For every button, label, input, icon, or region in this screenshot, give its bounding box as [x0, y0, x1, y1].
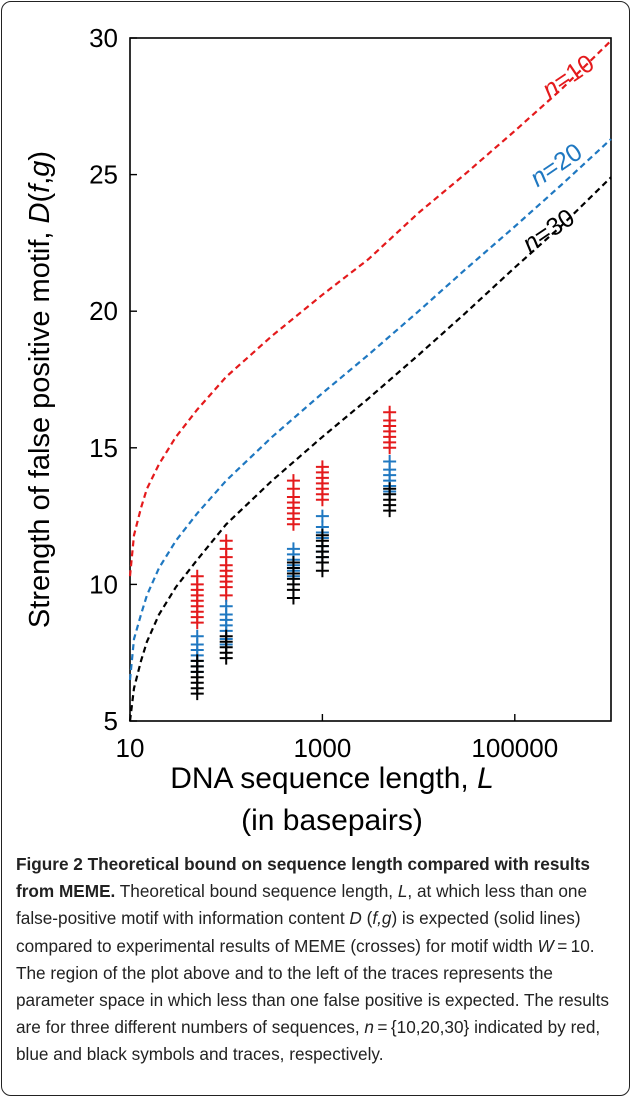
- figure-caption: Figure 2 Theoretical bound on sequence l…: [16, 851, 616, 1069]
- meme-result-cross: [219, 629, 233, 643]
- meme-result-cross: [315, 528, 329, 542]
- series-label-1: n=10: [537, 49, 599, 104]
- meme-result-cross: [315, 460, 329, 474]
- plot-area: [129, 37, 612, 722]
- series-label-3: n=30: [517, 203, 579, 258]
- meme-result-cross: [190, 629, 204, 643]
- meme-result-cross: [286, 556, 300, 570]
- y-tick-label: 30: [89, 23, 118, 53]
- meme-result-cross: [286, 474, 300, 488]
- meme-result-cross: [219, 599, 233, 613]
- x-tick-label: 10: [116, 733, 145, 763]
- y-axis-ticks: 5 10 15 20 25 30: [89, 23, 137, 736]
- x-axis-ticks: 10 1000 100000: [116, 714, 558, 763]
- threshold-curves: [128, 39, 612, 722]
- meme-result-cross: [315, 509, 329, 523]
- plot-border: [129, 37, 612, 722]
- x-axis-label: DNA sequence length, L: [170, 762, 494, 795]
- y-tick-label: 5: [104, 706, 118, 736]
- caption-title: Figure 2 Theoretical bound on sequence l…: [16, 854, 590, 902]
- y-tick-label: 25: [89, 160, 118, 190]
- meme-result-cross: [190, 654, 204, 668]
- y-tick-label: 20: [89, 296, 118, 326]
- meme-result-cross: [190, 569, 204, 583]
- threshold-curve-series-3: [128, 176, 612, 722]
- threshold-curve-series-1: [128, 39, 612, 577]
- series-labels: n=10 n=20 n=30: [517, 49, 599, 258]
- meme-result-cross: [383, 454, 397, 468]
- y-axis-label: Strength of false positive motif, D(f,g): [24, 151, 56, 628]
- meme-result-cross: [219, 534, 233, 548]
- x-axis-label-line2: (in basepairs): [241, 804, 423, 837]
- meme-result-markers: [190, 405, 397, 701]
- series-label-2: n=20: [525, 138, 587, 193]
- meme-result-cross: [383, 405, 397, 419]
- meme-result-cross: [383, 482, 397, 496]
- caption-body: Theoretical bound sequence length, L, at…: [16, 881, 609, 1065]
- y-tick-label: 10: [89, 569, 118, 599]
- y-tick-label: 15: [89, 433, 118, 463]
- x-tick-label: 1000: [293, 733, 351, 763]
- meme-result-cross: [286, 542, 300, 556]
- x-tick-label: 100000: [471, 733, 558, 763]
